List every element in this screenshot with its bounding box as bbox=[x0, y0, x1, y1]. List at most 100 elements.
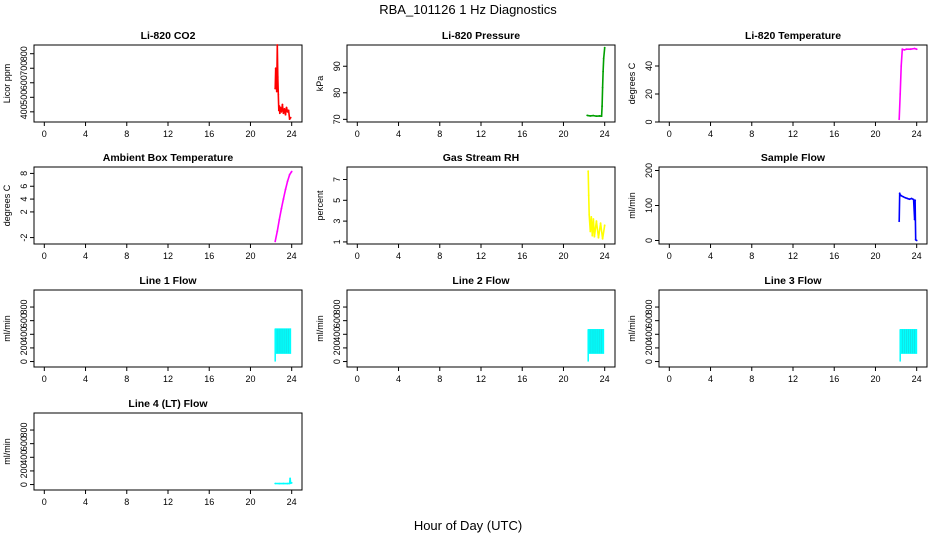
x-tick-label: 12 bbox=[788, 129, 798, 139]
y-axis-label: ml/min bbox=[627, 192, 637, 219]
data-point bbox=[284, 188, 287, 191]
data-point bbox=[914, 199, 917, 202]
x-tick-label: 12 bbox=[163, 497, 173, 507]
x-tick-label: 8 bbox=[437, 129, 442, 139]
plot-frame bbox=[33, 289, 303, 368]
data-point bbox=[903, 49, 906, 51]
panel-li-820-pressure: Li-820 Pressure 0 4 8 12 16 20 24 70 80 90 kPa bbox=[315, 30, 616, 139]
data-point bbox=[288, 118, 291, 120]
y-tick-label: 400 bbox=[19, 104, 29, 119]
plot-frame bbox=[33, 412, 303, 491]
data-point bbox=[603, 224, 606, 227]
y-tick-label: 400 bbox=[19, 327, 29, 342]
data-point bbox=[277, 109, 280, 112]
panel-title: Li-820 Temperature bbox=[745, 30, 841, 42]
x-tick-label: 16 bbox=[517, 374, 527, 384]
x-tick-label: 24 bbox=[600, 374, 610, 384]
x-tick-label: 8 bbox=[124, 129, 129, 139]
y-axis-label: ml/min bbox=[315, 315, 325, 342]
data-point bbox=[913, 47, 916, 50]
data-point bbox=[280, 110, 283, 113]
y-tick-label: 200 bbox=[644, 163, 654, 178]
data-point bbox=[589, 230, 592, 233]
data-point bbox=[902, 195, 905, 198]
data-point bbox=[587, 170, 590, 173]
x-tick-label: 8 bbox=[437, 251, 442, 261]
data-point bbox=[588, 213, 591, 216]
x-tick-label: 20 bbox=[558, 129, 568, 139]
data-point bbox=[602, 70, 605, 73]
data-point bbox=[900, 65, 903, 67]
data-point bbox=[275, 78, 278, 81]
plot-frame bbox=[346, 289, 616, 368]
data-point bbox=[598, 114, 601, 117]
x-tick-label: 4 bbox=[83, 374, 88, 384]
y-tick-label: 3 bbox=[332, 219, 342, 224]
x-tick-label: 24 bbox=[912, 251, 922, 261]
x-tick-label: 0 bbox=[42, 251, 47, 261]
data-point bbox=[275, 90, 278, 93]
x-tick-label: 0 bbox=[42, 497, 47, 507]
y-tick-label: 200 bbox=[644, 340, 654, 355]
data-point bbox=[901, 48, 904, 51]
y-tick-label: 7 bbox=[332, 177, 342, 182]
data-point bbox=[278, 218, 281, 221]
y-tick-label: 0 bbox=[332, 359, 342, 364]
y-tick-label: 800 bbox=[19, 423, 29, 438]
x-tick-label: 0 bbox=[667, 251, 672, 261]
data-point bbox=[898, 192, 901, 195]
y-tick-label: 200 bbox=[19, 340, 29, 355]
y-tick-label: 800 bbox=[644, 300, 654, 315]
data-point bbox=[286, 180, 289, 183]
x-tick-label: 16 bbox=[204, 497, 214, 507]
x-tick-label: 20 bbox=[558, 374, 568, 384]
panel-title: Line 2 Flow bbox=[452, 275, 510, 287]
data-point bbox=[277, 93, 280, 96]
x-tick-label: 0 bbox=[355, 251, 360, 261]
x-tick-label: 8 bbox=[437, 374, 442, 384]
y-tick-label: 1 bbox=[332, 239, 342, 244]
data-point bbox=[274, 87, 277, 90]
plot-frame bbox=[33, 44, 303, 123]
y-tick-label: 0 bbox=[644, 359, 654, 364]
x-tick-label: 16 bbox=[829, 251, 839, 261]
y-tick-label: 90 bbox=[332, 61, 342, 71]
data-point bbox=[595, 115, 598, 118]
x-tick-label: 4 bbox=[396, 251, 401, 261]
y-tick-label: 40 bbox=[644, 61, 654, 71]
x-tick-label: 16 bbox=[829, 129, 839, 139]
data-point bbox=[595, 220, 598, 223]
series-line bbox=[898, 47, 917, 120]
series-line bbox=[274, 44, 292, 120]
x-tick-label: 4 bbox=[708, 129, 713, 139]
x-tick-label: 16 bbox=[517, 129, 527, 139]
y-axis-label: Licor ppm bbox=[2, 64, 12, 104]
series-line bbox=[898, 192, 918, 242]
data-point bbox=[592, 218, 595, 220]
x-tick-label: 16 bbox=[204, 251, 214, 261]
x-tick-label: 0 bbox=[355, 374, 360, 384]
x-tick-label: 24 bbox=[600, 129, 610, 139]
x-tick-label: 20 bbox=[558, 251, 568, 261]
y-axis-label: percent bbox=[315, 190, 325, 221]
data-point bbox=[913, 218, 916, 221]
x-tick-label: 20 bbox=[870, 129, 880, 139]
plot-frame bbox=[33, 166, 303, 245]
y-tick-label: 500 bbox=[19, 90, 29, 105]
panel-title: Gas Stream RH bbox=[443, 152, 519, 164]
x-tick-label: 20 bbox=[870, 251, 880, 261]
data-point bbox=[278, 112, 281, 115]
data-point bbox=[915, 239, 918, 242]
y-tick-label: 0 bbox=[644, 119, 654, 124]
data-point bbox=[603, 46, 606, 49]
y-tick-label: 600 bbox=[19, 75, 29, 90]
y-axis-label: ml/min bbox=[2, 438, 12, 465]
panel-line-4-lt-flow: Line 4 (LT) Flow 0 4 8 12 16 20 24 0 200400600800… bbox=[2, 398, 303, 507]
y-axis-label: degrees C bbox=[627, 62, 637, 104]
data-point bbox=[278, 105, 281, 107]
x-tick-label: 4 bbox=[83, 497, 88, 507]
data-point bbox=[274, 67, 277, 70]
